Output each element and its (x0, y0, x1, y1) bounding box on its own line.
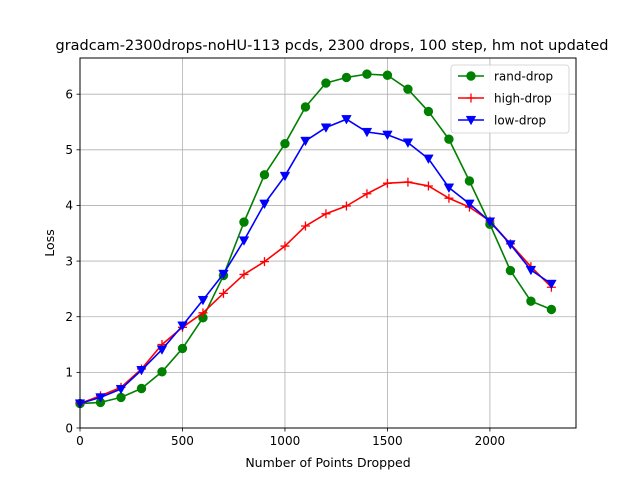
data-point (382, 70, 393, 80)
data-point (403, 84, 413, 94)
legend-marker (465, 115, 477, 126)
data-point (362, 69, 372, 79)
data-point (136, 366, 147, 376)
data-point (115, 384, 127, 395)
data-point (259, 170, 270, 180)
data-point (321, 78, 331, 88)
x-tick-label: 1000 (270, 434, 301, 448)
y-tick-label: 1 (65, 366, 73, 380)
data-point (300, 136, 311, 147)
data-point (505, 265, 516, 276)
data-point (382, 130, 393, 141)
series-line (79, 118, 552, 405)
data-point (464, 199, 475, 210)
data-point (321, 209, 331, 219)
data-point (443, 183, 455, 193)
data-point (239, 269, 249, 279)
data-point (259, 199, 270, 210)
legend-label: low-drop (494, 114, 546, 128)
data-point (341, 115, 352, 125)
y-axis-label: Loss (42, 229, 57, 256)
data-point (423, 181, 433, 191)
data-point (116, 392, 126, 403)
legend-marker (466, 71, 476, 81)
data-point (320, 123, 332, 133)
data-point (444, 134, 454, 144)
x-tick-label: 1500 (372, 434, 403, 448)
legend-item-low-drop: low-drop (458, 114, 546, 128)
data-point (280, 241, 290, 251)
data-point (423, 154, 434, 165)
x-tick-label: 2000 (475, 434, 506, 448)
y-tick-label: 4 (65, 199, 73, 213)
legend-item-rand-drop: rand-drop (458, 70, 553, 84)
data-point (95, 393, 106, 403)
data-point (198, 308, 208, 318)
x-tick-label: 0 (76, 434, 84, 448)
data-point (300, 221, 310, 231)
axes: 0 500 1000 1500 2000 0 1 2 3 4 5 6 (65, 87, 505, 448)
data-point (157, 367, 167, 377)
x-tick-label: 500 (171, 434, 194, 448)
series-low-drop (74, 115, 557, 409)
data-point (341, 201, 351, 211)
plot-frame (79, 57, 577, 429)
y-tick-label: 6 (65, 87, 73, 101)
data-point (362, 189, 372, 199)
data-point (197, 295, 209, 306)
data-point (382, 178, 392, 188)
y-tick-label: 3 (65, 254, 73, 268)
data-point (526, 296, 536, 306)
data-point (402, 138, 414, 148)
series-group (74, 69, 557, 409)
data-point (177, 321, 188, 331)
data-point (444, 193, 454, 203)
data-point (361, 127, 373, 138)
x-axis-label: Number of Points Dropped (245, 455, 410, 470)
data-point (341, 72, 352, 83)
data-point (546, 304, 557, 315)
data-point (464, 176, 475, 186)
data-point (525, 265, 537, 276)
data-point (177, 343, 188, 354)
data-point (239, 217, 249, 227)
legend-box (450, 64, 570, 134)
data-point (218, 269, 229, 280)
data-point (218, 288, 228, 298)
y-tick-label: 0 (65, 421, 73, 435)
data-point (423, 106, 434, 117)
data-point (156, 345, 168, 355)
legend-item-high-drop: high-drop (458, 92, 552, 106)
chart-title: gradcam-2300drops-noHU-113 pcds, 2300 dr… (56, 38, 609, 54)
data-point (505, 240, 516, 250)
legend-label: rand-drop (494, 70, 553, 84)
data-point (259, 257, 269, 267)
data-point (403, 177, 413, 187)
data-point (279, 171, 291, 182)
data-point (546, 279, 557, 290)
data-point (238, 236, 250, 246)
data-point (300, 102, 311, 112)
legend: rand-drop high-drop low-drop (450, 64, 570, 134)
data-point (136, 383, 147, 394)
data-point (280, 138, 290, 149)
legend-label: high-drop (494, 92, 552, 106)
series-line (79, 181, 552, 405)
legend-marker (466, 93, 476, 103)
y-tick-label: 2 (65, 310, 73, 324)
data-point (484, 217, 496, 227)
y-tick-label: 5 (65, 143, 73, 157)
